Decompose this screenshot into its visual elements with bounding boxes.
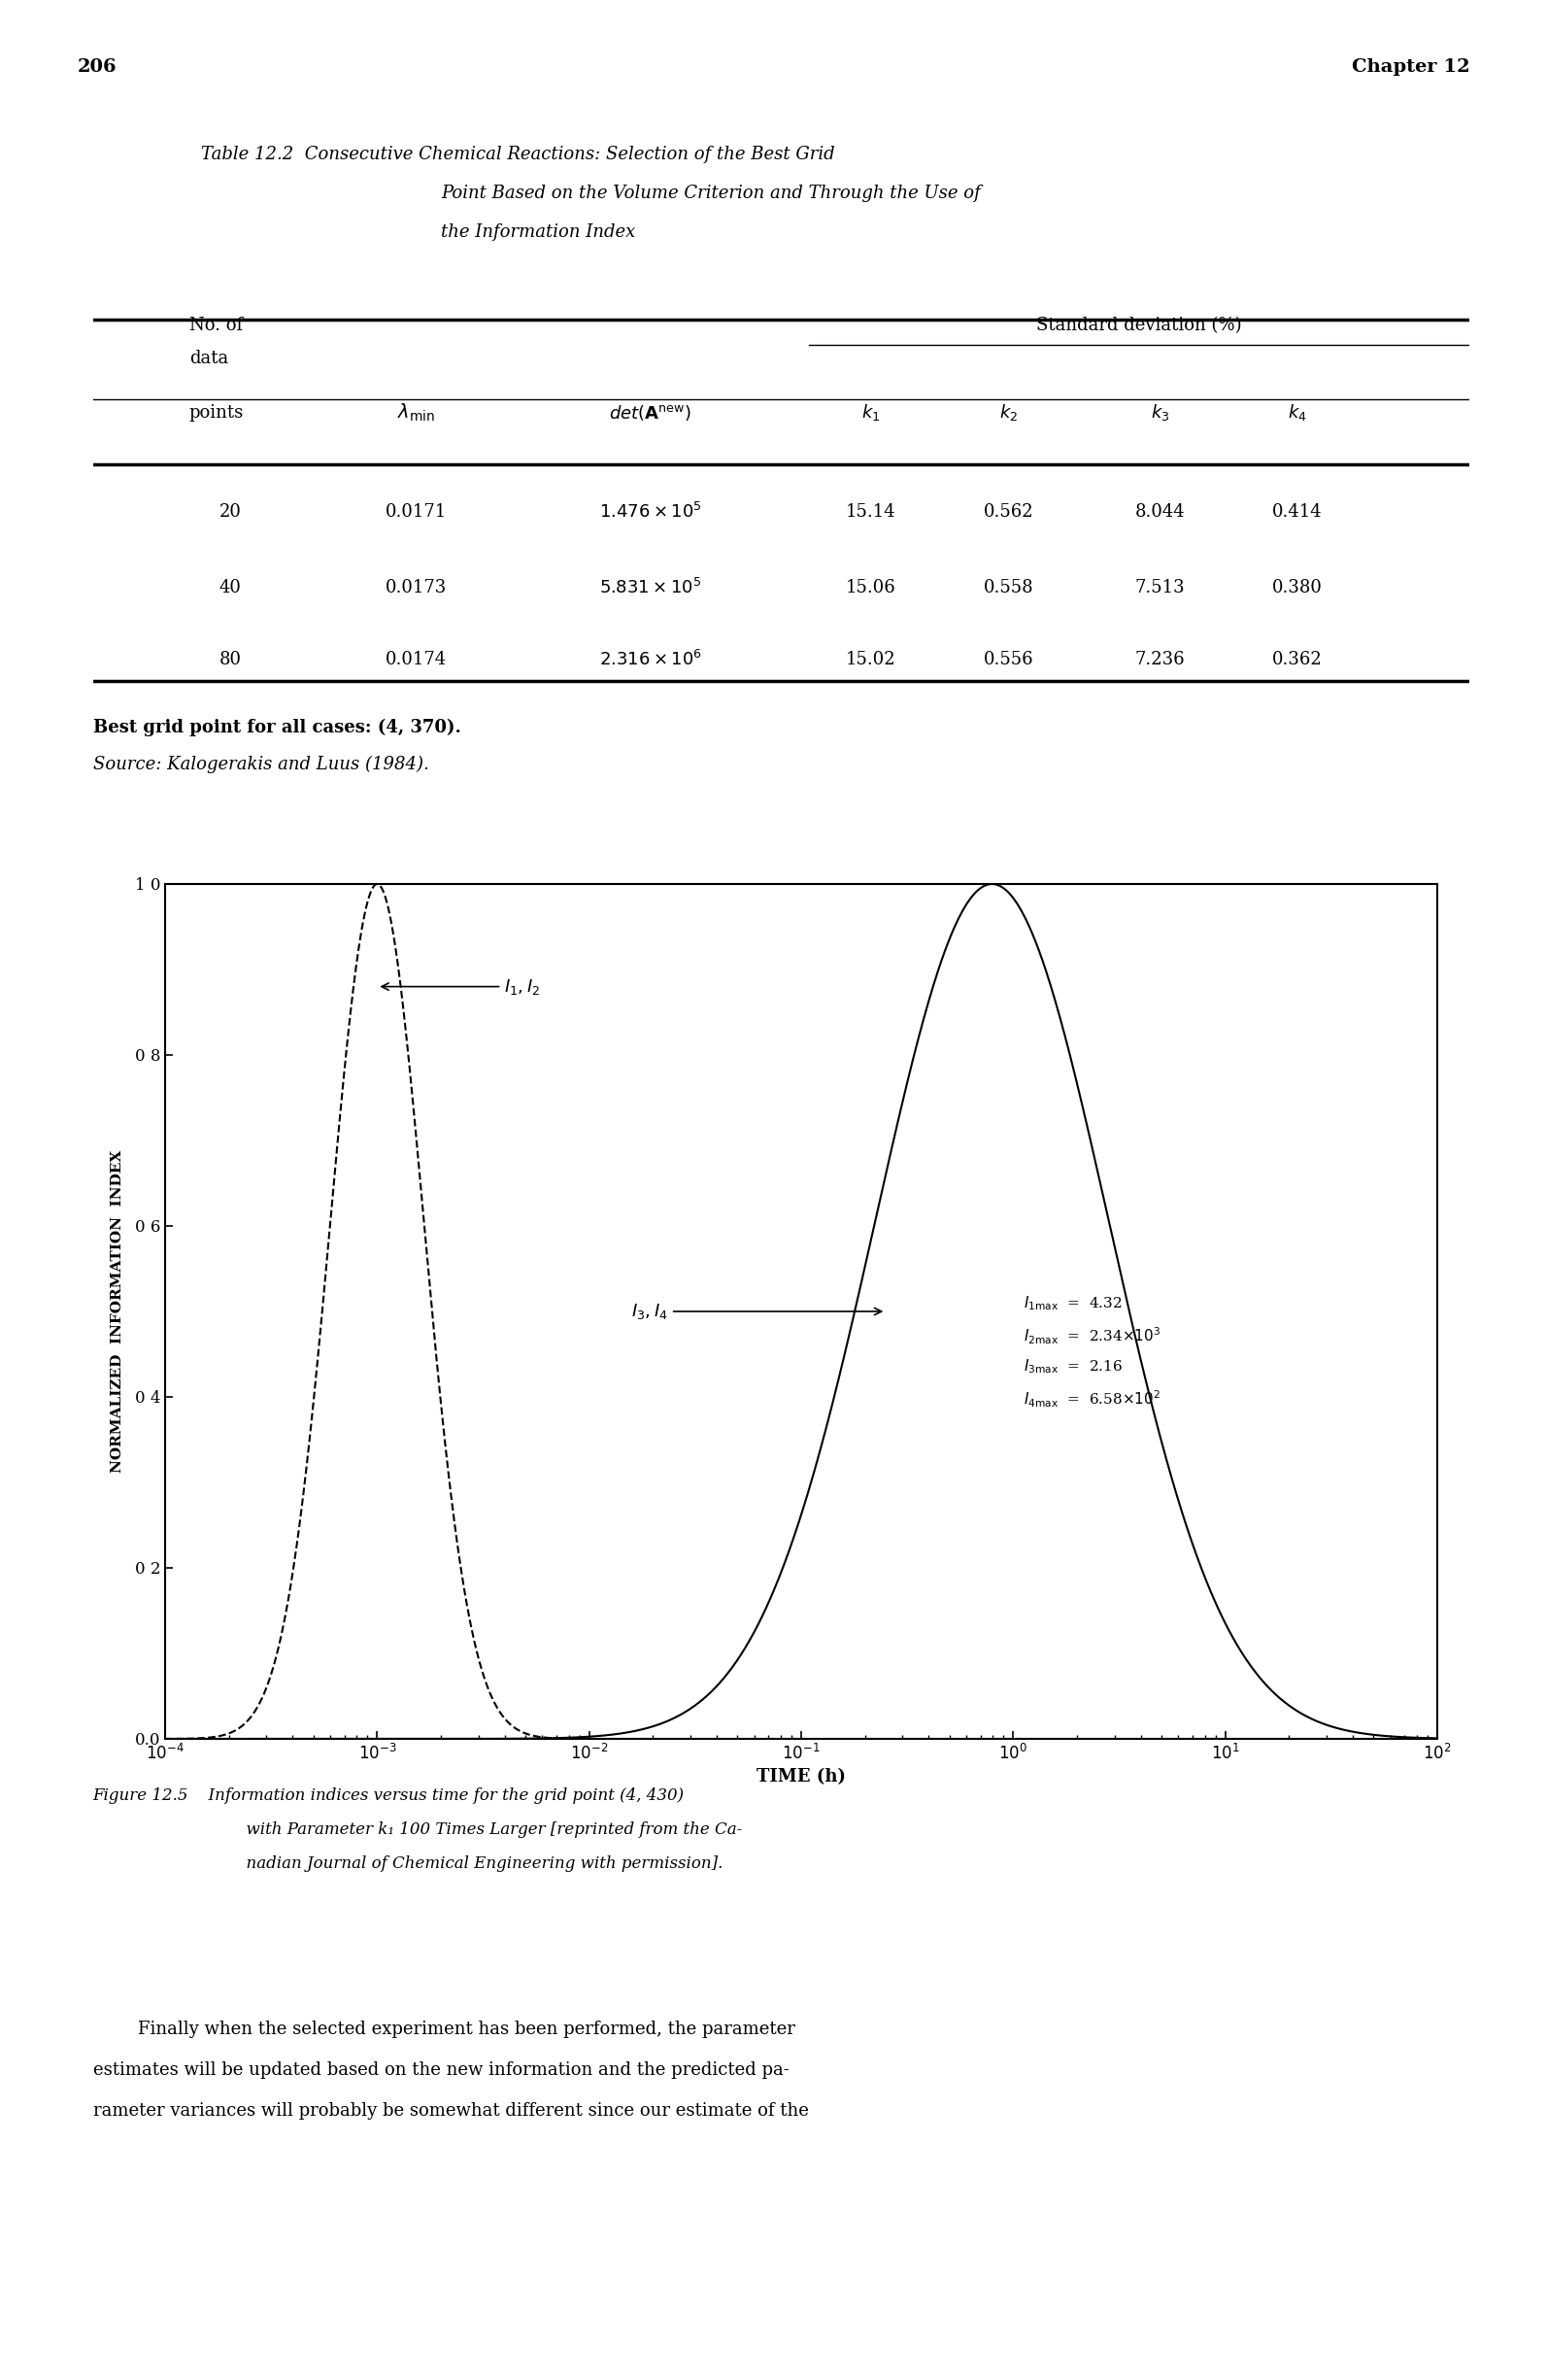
Text: $k_3$: $k_3$ xyxy=(1151,402,1170,424)
Text: Finally when the selected experiment has been performed, the parameter: Finally when the selected experiment has… xyxy=(93,2021,795,2037)
Text: Chapter 12: Chapter 12 xyxy=(1352,57,1470,76)
Text: 15.14: 15.14 xyxy=(846,505,896,521)
Text: 7.513: 7.513 xyxy=(1135,578,1185,597)
Text: 0.414: 0.414 xyxy=(1273,505,1323,521)
Text: Figure 12.5    Information indices versus time for the grid point (4, 430): Figure 12.5 Information indices versus t… xyxy=(93,1787,684,1804)
Text: $k_1$: $k_1$ xyxy=(862,402,880,424)
Y-axis label: NORMALIZED  INFORMATION  INDEX: NORMALIZED INFORMATION INDEX xyxy=(110,1150,124,1473)
Text: $k_4$: $k_4$ xyxy=(1289,402,1307,424)
Text: 40: 40 xyxy=(220,578,241,597)
Text: points: points xyxy=(189,405,244,421)
Text: rameter variances will probably be somewhat different since our estimate of the: rameter variances will probably be somew… xyxy=(93,2102,809,2121)
Text: 206: 206 xyxy=(77,57,118,76)
Text: the Information Index: the Information Index xyxy=(441,224,636,240)
Text: $det(\mathbf{A}^{\rm new})$: $det(\mathbf{A}^{\rm new})$ xyxy=(610,402,692,421)
Text: $k_2$: $k_2$ xyxy=(999,402,1018,424)
Text: $I_3, I_4$: $I_3, I_4$ xyxy=(631,1302,882,1321)
Text: No. of: No. of xyxy=(189,317,243,333)
Text: $\lambda_{\rm min}$: $\lambda_{\rm min}$ xyxy=(398,402,435,424)
Text: Best grid point for all cases: (4, 370).: Best grid point for all cases: (4, 370). xyxy=(93,719,461,735)
Text: $2.316\times10^6$: $2.316\times10^6$ xyxy=(599,650,702,669)
Text: 0.0174: 0.0174 xyxy=(385,650,447,669)
Text: $I_{1\mathrm{max}}$  =  4.32
$I_{2\mathrm{max}}$  =  2.34$\times10^3$
$I_{3\math: $I_{1\mathrm{max}}$ = 4.32 $I_{2\mathrm{… xyxy=(1024,1295,1162,1409)
Text: 0.558: 0.558 xyxy=(984,578,1033,597)
Text: 0.362: 0.362 xyxy=(1273,650,1323,669)
Text: Source: Kalogerakis and Luus (1984).: Source: Kalogerakis and Luus (1984). xyxy=(93,757,429,774)
Text: 0.562: 0.562 xyxy=(984,505,1033,521)
Text: estimates will be updated based on the new information and the predicted pa-: estimates will be updated based on the n… xyxy=(93,2061,789,2078)
X-axis label: TIME (h): TIME (h) xyxy=(756,1768,846,1785)
Text: 80: 80 xyxy=(220,650,241,669)
Text: $1.476\times10^5$: $1.476\times10^5$ xyxy=(599,502,702,521)
Text: nadian Journal of Chemical Engineering with permission].: nadian Journal of Chemical Engineering w… xyxy=(93,1856,722,1873)
Text: 8.044: 8.044 xyxy=(1135,505,1185,521)
Text: $I_1, I_2$: $I_1, I_2$ xyxy=(382,976,540,997)
Text: $5.831\times10^5$: $5.831\times10^5$ xyxy=(599,578,701,597)
Text: 7.236: 7.236 xyxy=(1135,650,1185,669)
Text: with Parameter k₁ 100 Times Larger [reprinted from the Ca-: with Parameter k₁ 100 Times Larger [repr… xyxy=(93,1821,741,1837)
Text: Point Based on the Volume Criterion and Through the Use of: Point Based on the Volume Criterion and … xyxy=(441,186,981,202)
Text: 15.02: 15.02 xyxy=(846,650,896,669)
Text: Table 12.2  Consecutive Chemical Reactions: Selection of the Best Grid: Table 12.2 Consecutive Chemical Reaction… xyxy=(201,145,835,164)
Text: data: data xyxy=(189,350,229,367)
Text: 20: 20 xyxy=(220,505,241,521)
Text: 0.0171: 0.0171 xyxy=(385,505,447,521)
Text: Standard deviation (%): Standard deviation (%) xyxy=(1036,317,1242,333)
Text: 0.0173: 0.0173 xyxy=(385,578,447,597)
Text: 0.556: 0.556 xyxy=(984,650,1033,669)
Text: 15.06: 15.06 xyxy=(846,578,896,597)
Text: 0.380: 0.380 xyxy=(1272,578,1323,597)
